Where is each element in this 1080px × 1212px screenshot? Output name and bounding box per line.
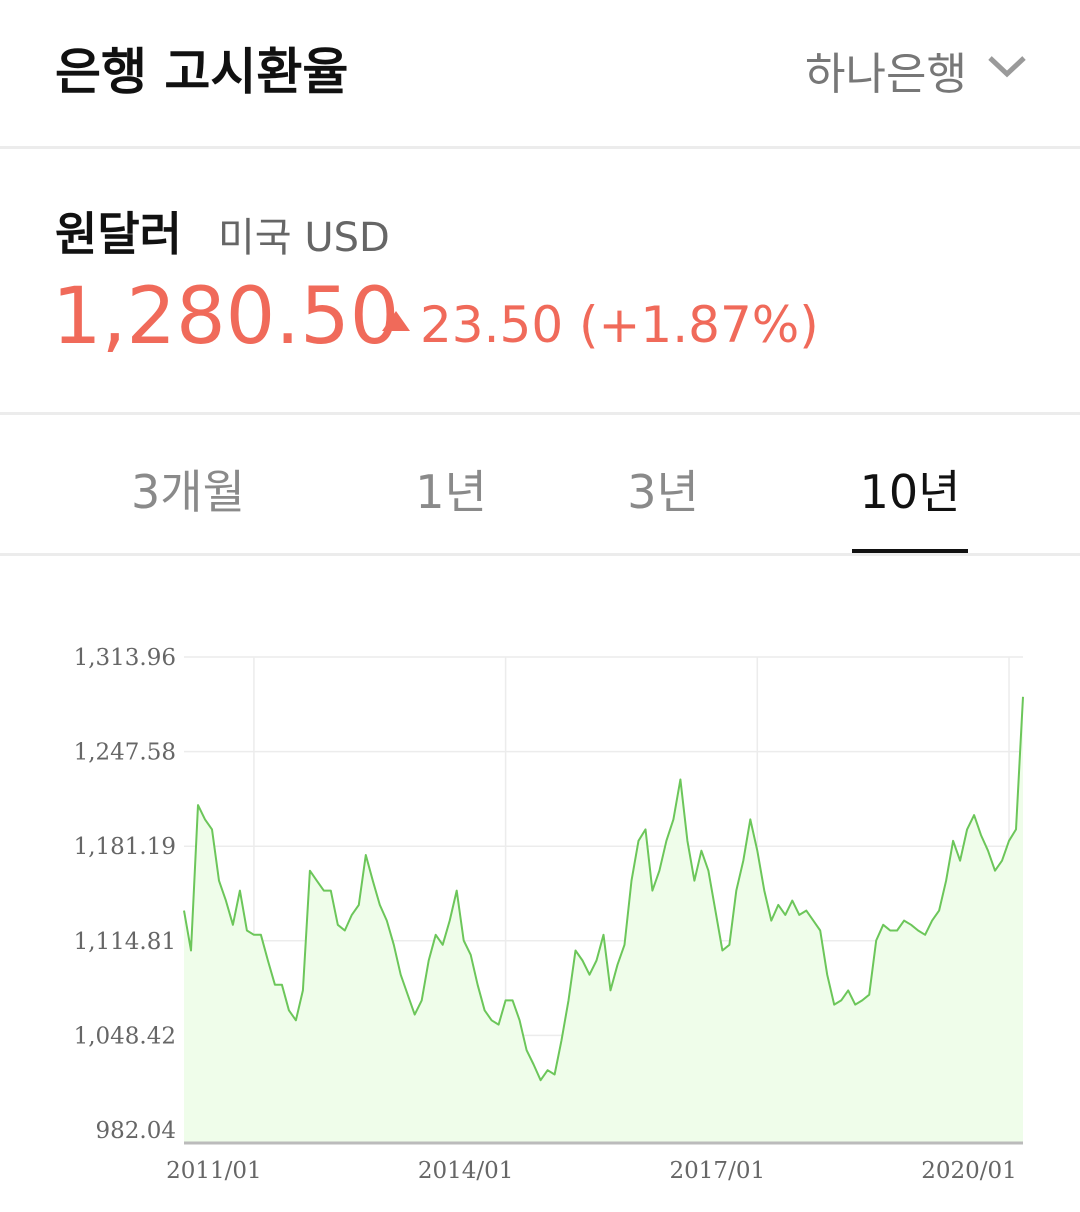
y-tick-label: 1,247.58 bbox=[74, 740, 176, 766]
line bbox=[183, 696, 1024, 1082]
x-tick-label: 2014/01 bbox=[418, 1158, 514, 1184]
price: 1,280.50 bbox=[52, 272, 400, 362]
period-tab[interactable]: 3년 bbox=[627, 465, 699, 519]
currency-name: 원달러 bbox=[55, 207, 182, 261]
y-tick-label: 1,114.81 bbox=[74, 929, 176, 955]
triangle bbox=[382, 311, 410, 331]
area bbox=[184, 696, 1023, 1143]
y-tick-label: 1,181.19 bbox=[74, 834, 176, 860]
currency-sub: 미국 USD bbox=[218, 215, 390, 261]
chevron-icon bbox=[988, 56, 1026, 78]
dropdown-chevron[interactable] bbox=[986, 52, 1028, 80]
x-tick-label: 2017/01 bbox=[670, 1158, 766, 1184]
y-tick-label: 1,048.42 bbox=[74, 1023, 176, 1049]
x-tick-label: 2020/01 bbox=[921, 1158, 1017, 1184]
page-title: 은행 고시환율 bbox=[55, 43, 349, 101]
divider bbox=[0, 412, 1080, 415]
y-tick-label: 982.04 bbox=[96, 1118, 176, 1144]
divider bbox=[0, 146, 1080, 149]
bank-selector[interactable]: 하나은행 bbox=[805, 49, 967, 100]
period-tab[interactable]: 10년 bbox=[859, 465, 961, 519]
x-tick-label: 2011/01 bbox=[166, 1158, 262, 1184]
up-arrow bbox=[382, 311, 410, 331]
y-tick-label: 1,313.96 bbox=[74, 645, 176, 671]
divider bbox=[0, 553, 1080, 556]
tab-underline bbox=[852, 549, 968, 553]
price-change: 23.50 (+1.87%) bbox=[420, 296, 819, 354]
period-tab[interactable]: 1년 bbox=[415, 465, 487, 519]
chart: 982.04 1,048.42 1,114.81 1,181.19 1,247.58 1,… bbox=[74, 645, 1024, 1184]
period-tab[interactable]: 3개월 bbox=[131, 465, 245, 519]
